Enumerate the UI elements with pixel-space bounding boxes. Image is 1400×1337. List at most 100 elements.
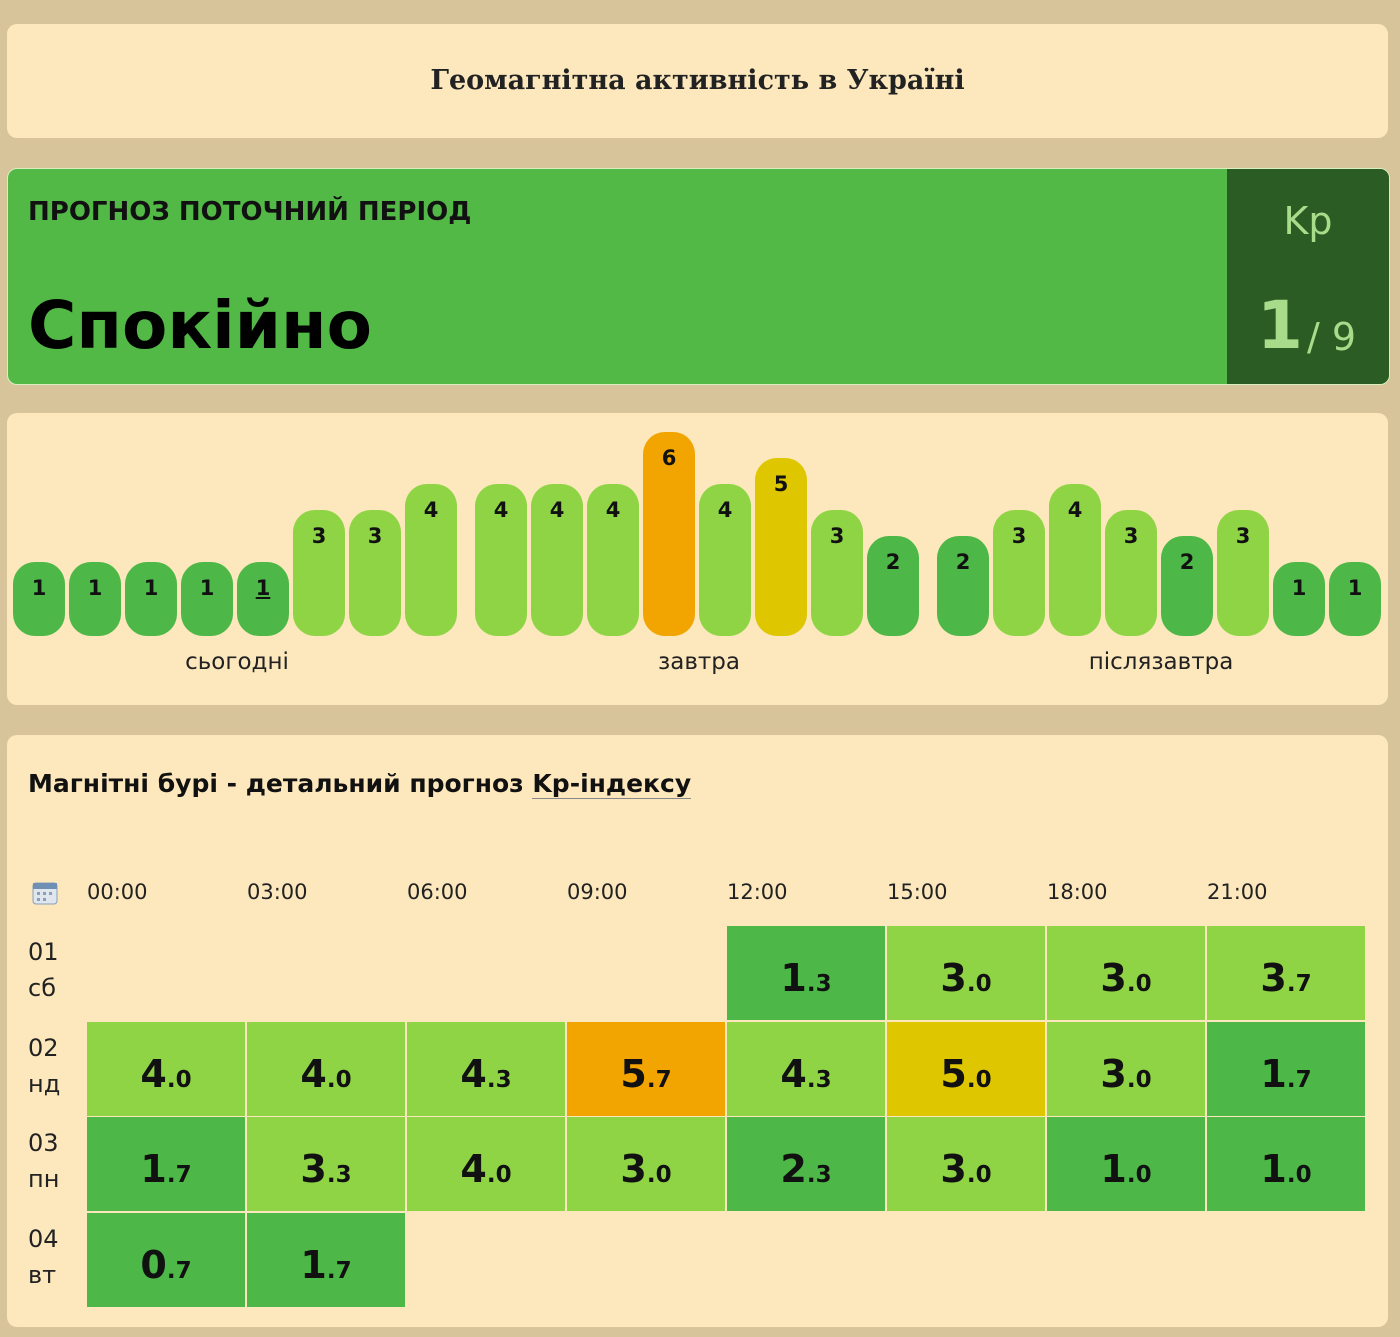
kp-bar: 4 (587, 484, 639, 636)
kp-name: Kp (1283, 199, 1333, 243)
current-label: ПРОГНОЗ ПОТОЧНИЙ ПЕРІОД (28, 197, 472, 227)
date: 02 (28, 1033, 59, 1062)
bar-label: 4 (423, 498, 439, 522)
kp-bar: 3 (993, 510, 1045, 636)
bars-card: 1 1 1 1 1 3 3 4 сьогодні 4 4 4 6 4 5 3 2 завтра 2 3 4 3 2 3 1 1 пі… (7, 413, 1388, 705)
kp-bar: 1 (125, 562, 177, 636)
kp-bar: 4 (475, 484, 527, 636)
kp-link[interactable]: Kp-індексу (532, 769, 692, 799)
bar-label: 2 (885, 550, 901, 574)
bar-label: 3 (311, 524, 327, 548)
kp-bar: 2 (1161, 536, 1213, 636)
date: 04 (28, 1224, 59, 1253)
bar-label: 3 (367, 524, 383, 548)
hour-label: 00:00 (87, 880, 148, 904)
bar-label: 3 (1123, 524, 1139, 548)
date: 01 (28, 938, 59, 966)
kp-cell: 3.0 (1047, 926, 1205, 1020)
kp-cell: 3.0 (567, 1117, 725, 1211)
kp-bar: 4 (531, 484, 583, 636)
kp-bar: 2 (867, 536, 919, 636)
weekday: сб (28, 974, 56, 1002)
date-label: 01 сб (28, 934, 59, 1006)
kp-bar: 3 (811, 510, 863, 636)
bar-label: 4 (605, 498, 621, 522)
kp-cell: 1.7 (1207, 1021, 1365, 1116)
bar-label: 2 (1179, 550, 1195, 574)
kp-bar: 6 (643, 432, 695, 636)
date: 03 (28, 1129, 59, 1157)
kp-cell: 3.0 (1047, 1021, 1205, 1116)
weekday: пн (28, 1165, 60, 1193)
hour-label: 03:00 (247, 880, 308, 904)
kp-cell: 4.3 (727, 1021, 885, 1116)
bar-label: 4 (717, 498, 733, 522)
bar-label: 1 (1291, 576, 1307, 600)
calendar-icon (32, 882, 58, 905)
kp-bar: 3 (293, 510, 345, 636)
bar-label: 3 (1235, 524, 1251, 548)
kp-cell: 4.0 (247, 1021, 405, 1116)
kp-cell: 1.7 (247, 1212, 405, 1307)
kp-bar: 4 (405, 484, 457, 636)
hour-label: 18:00 (1047, 880, 1108, 904)
table-card: Магнітні бурі - детальний прогноз Kp-інд… (7, 735, 1388, 1327)
kp-cell: 4.0 (87, 1021, 245, 1116)
kp-bar: 1 (13, 562, 65, 636)
kp-bar: 5 (755, 458, 807, 636)
weekday: нд (28, 1069, 61, 1098)
kp-bar: 1 (1273, 562, 1325, 636)
kp-bar: 4 (699, 484, 751, 636)
kp-cell: 1.3 (727, 926, 885, 1020)
table-title-text: Магнітні бурі - детальний прогноз (28, 769, 524, 798)
bar-label: 1 (143, 576, 159, 600)
date-label: 04 вт (28, 1221, 59, 1293)
bar-label: 2 (955, 550, 971, 574)
bar-label: 6 (661, 446, 677, 470)
bar-label: 4 (493, 498, 509, 522)
header-card: Геомагнітна активність в Україні (7, 24, 1388, 138)
table-title: Магнітні бурі - детальний прогноз Kp-інд… (28, 769, 692, 799)
bar-label: 4 (549, 498, 565, 522)
bar-label: 4 (1067, 498, 1083, 522)
bar-label: 1 (199, 576, 215, 600)
bar-label: 1 (31, 576, 47, 600)
bar-label: 1 (1347, 576, 1363, 600)
kp-cell: 4.3 (407, 1021, 565, 1116)
kp-cell: 5.7 (567, 1021, 725, 1116)
weekday: вт (28, 1260, 57, 1289)
day-label: післязавтра (1088, 649, 1234, 675)
kp-bar: 4 (1049, 484, 1101, 636)
kp-cell: 0.7 (87, 1212, 245, 1307)
bar-label: 1 (255, 576, 271, 600)
kp-bar: 3 (1105, 510, 1157, 636)
kp-cell: 2.3 (727, 1117, 885, 1211)
kp-cell: 3.7 (1207, 926, 1365, 1020)
date-label: 03 пн (28, 1125, 59, 1197)
hour-label: 21:00 (1207, 880, 1268, 904)
kp-bar: 2 (937, 536, 989, 636)
hour-label: 15:00 (887, 880, 948, 904)
kp-bar: 3 (349, 510, 401, 636)
kp-bar: 1 (69, 562, 121, 636)
kp-cell: 3.0 (887, 1117, 1045, 1211)
kp-cell: 4.0 (407, 1117, 565, 1211)
kp-cell: 1.0 (1207, 1117, 1365, 1211)
kp-bar: 1 (181, 562, 233, 636)
bar-label: 5 (773, 472, 789, 496)
bar-label: 3 (1011, 524, 1027, 548)
kp-max: / 9 (1307, 315, 1357, 359)
day-label: завтра (658, 649, 740, 675)
bar-label: 3 (829, 524, 845, 548)
kp-bar: 1 (1329, 562, 1381, 636)
kp-cell: 1.0 (1047, 1117, 1205, 1211)
kp-bar: 3 (1217, 510, 1269, 636)
current-status: Спокійно (28, 287, 372, 364)
kp-cell: 3.0 (887, 926, 1045, 1020)
current-card: ПРОГНОЗ ПОТОЧНИЙ ПЕРІОД Спокійно Kp 1 / … (7, 168, 1390, 385)
bar-label: 1 (87, 576, 103, 600)
kp-cell: 3.3 (247, 1117, 405, 1211)
day-label: сьогодні (185, 649, 289, 675)
